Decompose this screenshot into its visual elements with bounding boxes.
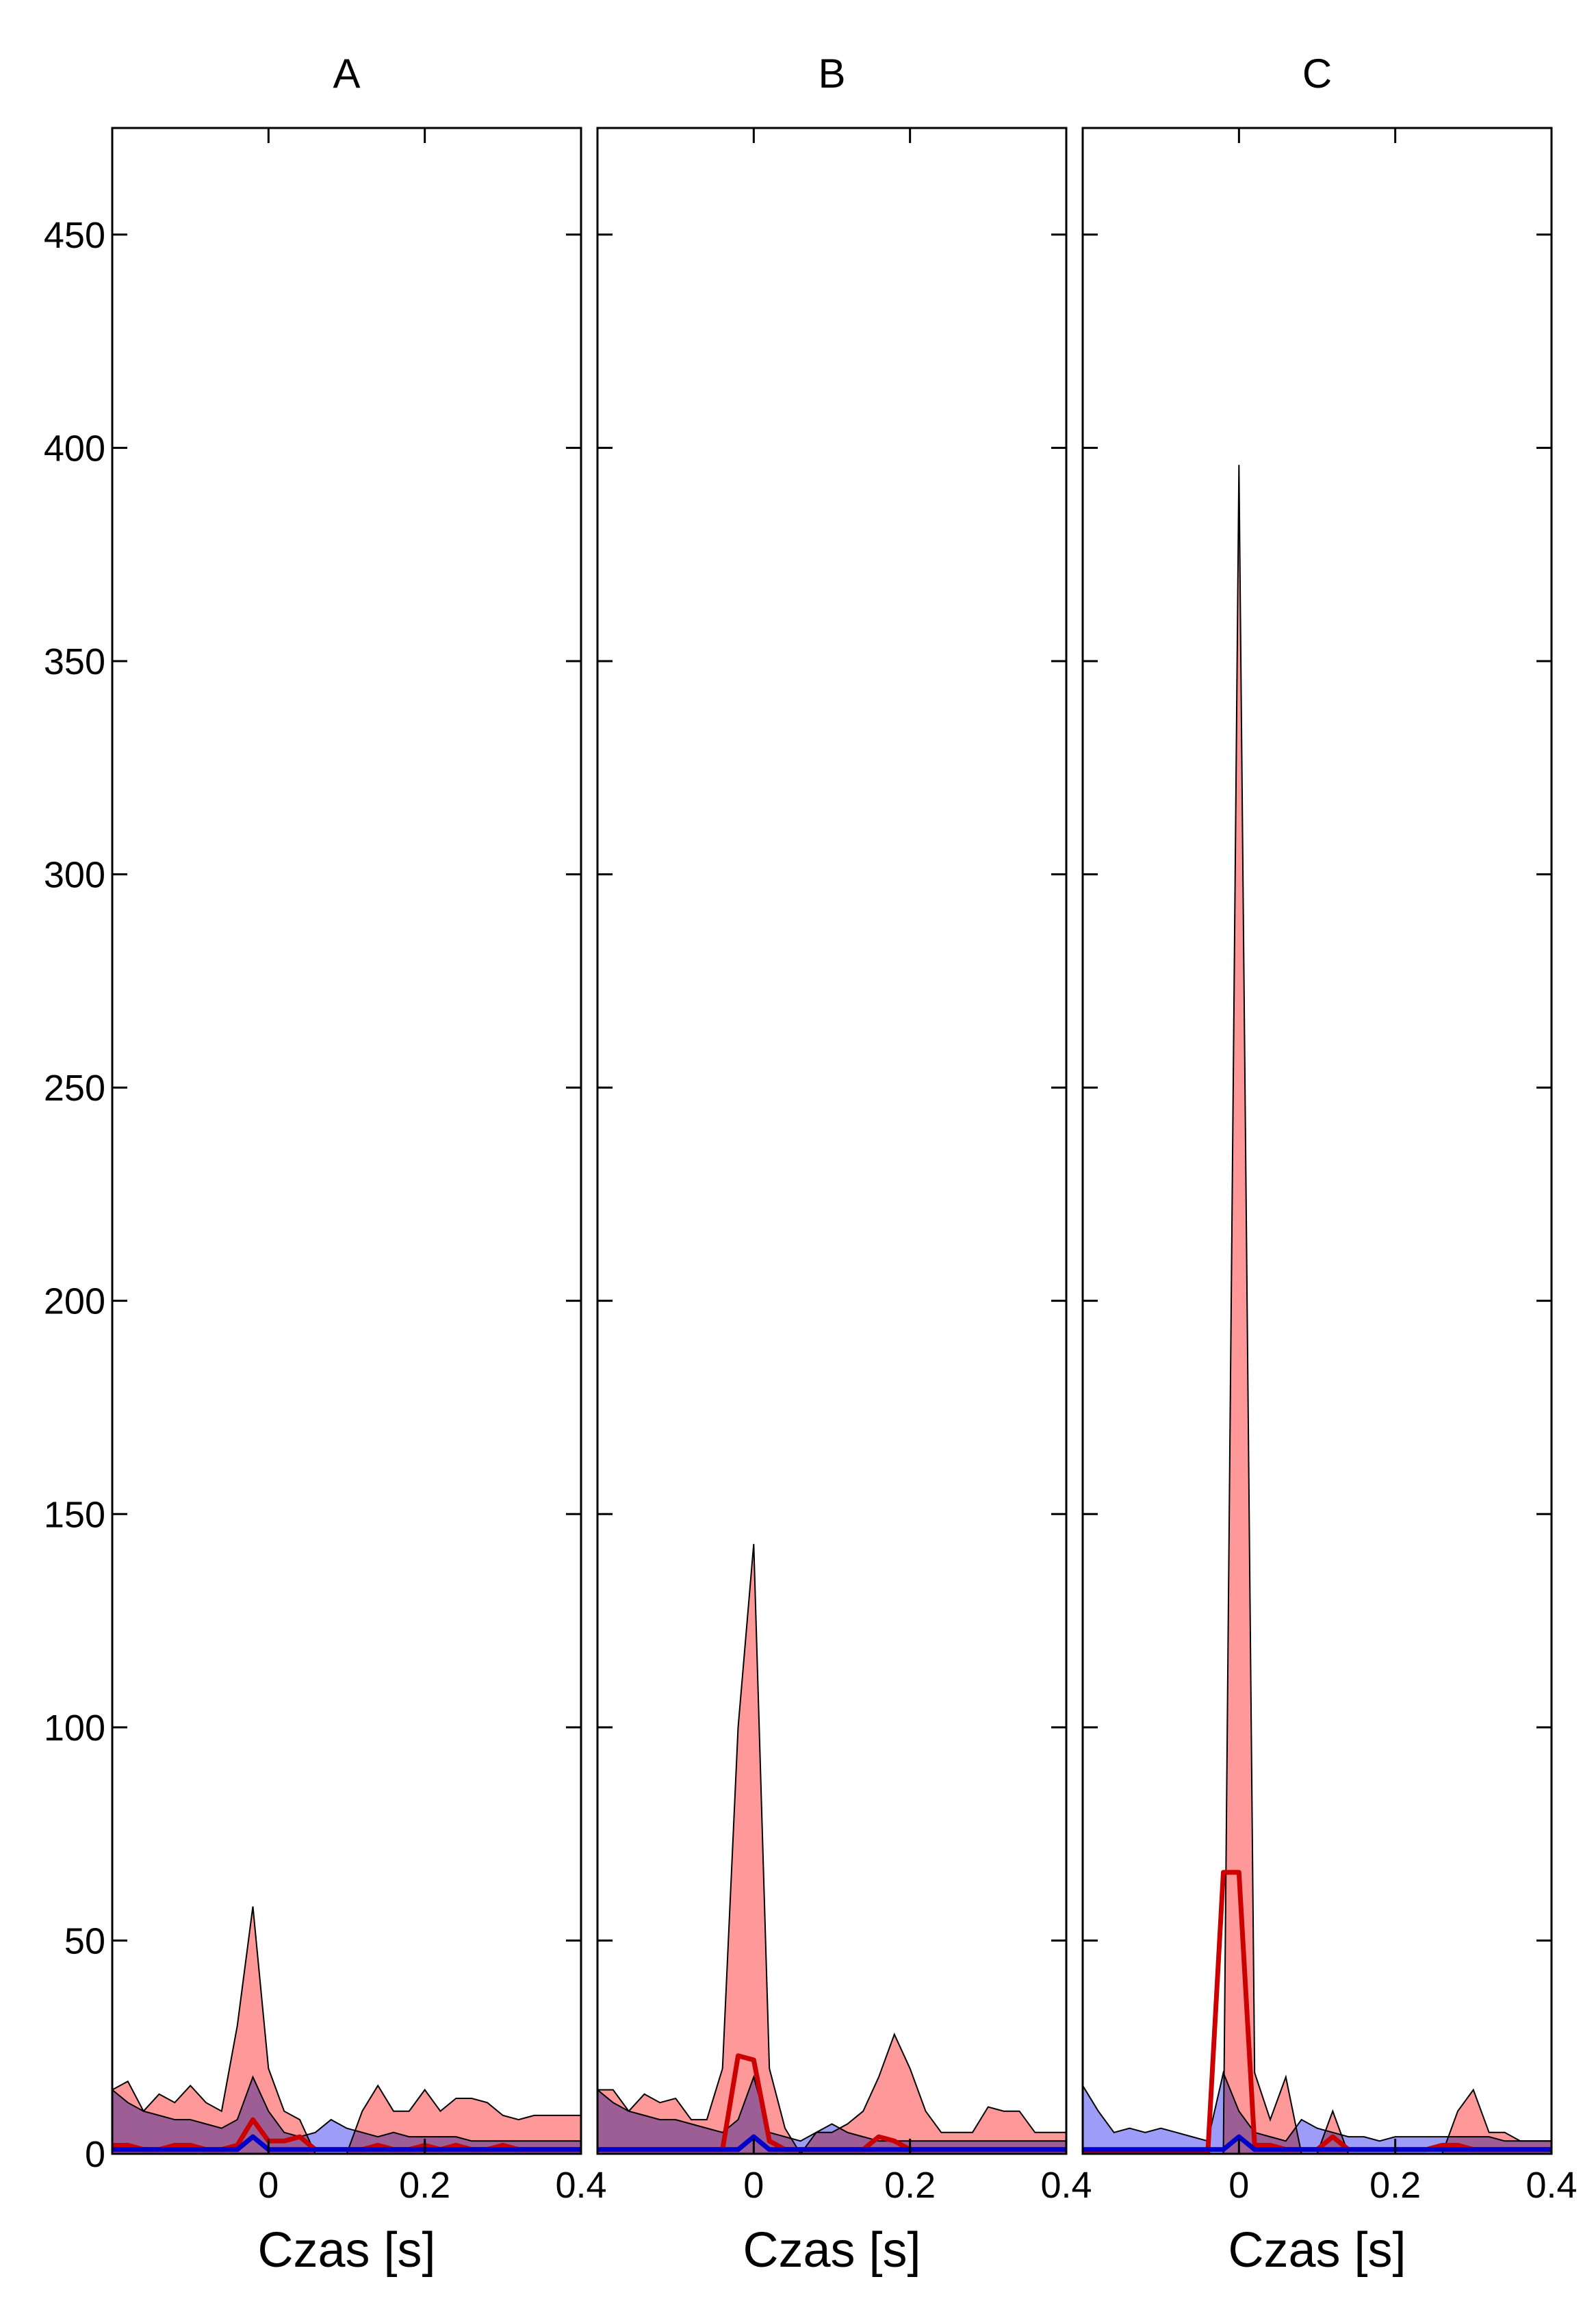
blue-mean-line [112,2134,581,2152]
panel-title: A [333,51,360,97]
plot-area [112,128,581,2154]
panel-a: 0 50 100 150 200 250 300 350 400 450 0 0.2 0.4 A Czas … [44,51,607,2278]
x-tick-label: 0 [1228,2165,1249,2206]
x-tick-label: 0.4 [1040,2165,1092,2206]
x-tick-label: 0.4 [1526,2165,1577,2206]
panel-title: C [1302,51,1332,97]
y-tick-label: 250 [44,1068,105,1109]
plot-area [1083,128,1552,2154]
blue-band-area [1083,2070,1552,2154]
x-axis-label: Czas [s] [743,2223,921,2278]
x-tick-label: 0.2 [399,2165,450,2206]
panel-b: 0 0.2 0.4 B Czas [s] [596,51,1092,2278]
y-tick-label: 350 [44,641,105,682]
y-tick-label: 0 [85,2134,105,2175]
x-tick-label: 0.2 [1369,2165,1421,2206]
plot-frame [1081,127,1553,2155]
y-tick-label: 100 [44,1708,105,1749]
x-tick-label: 0.4 [555,2165,606,2206]
y-tick-label: 300 [44,855,105,896]
y-tick-label: 150 [44,1494,105,1535]
blue-mean-line [597,2134,1066,2152]
y-tick-label: 200 [44,1281,105,1322]
y-tick-label: 450 [44,215,105,256]
x-tick-label: 0 [258,2165,279,2206]
red-band-area [1083,465,1552,2154]
blue-mean-line [1083,2134,1552,2152]
data-layer [112,1906,581,2154]
y-tick-label: 400 [44,428,105,469]
red-band-area [112,1906,581,2154]
x-tick-label: 0 [743,2165,764,2206]
plot-frame [111,127,582,2155]
x-tick-label: 0.2 [884,2165,936,2206]
plot-area [597,128,1066,2154]
red-band-area [597,1543,1066,2154]
y-tick-label: 50 [64,1920,105,1961]
data-layer [597,1543,1066,2154]
plot-frame [596,127,1068,2155]
data-layer [1083,465,1552,2154]
x-axis-label: Czas [s] [1228,2223,1406,2278]
panel-title: B [818,51,845,97]
panel-c: 0 0.2 0.4 C Czas [s] [1081,51,1578,2278]
blue-band-area [112,2075,581,2154]
x-axis-label: Czas [s] [257,2223,435,2278]
